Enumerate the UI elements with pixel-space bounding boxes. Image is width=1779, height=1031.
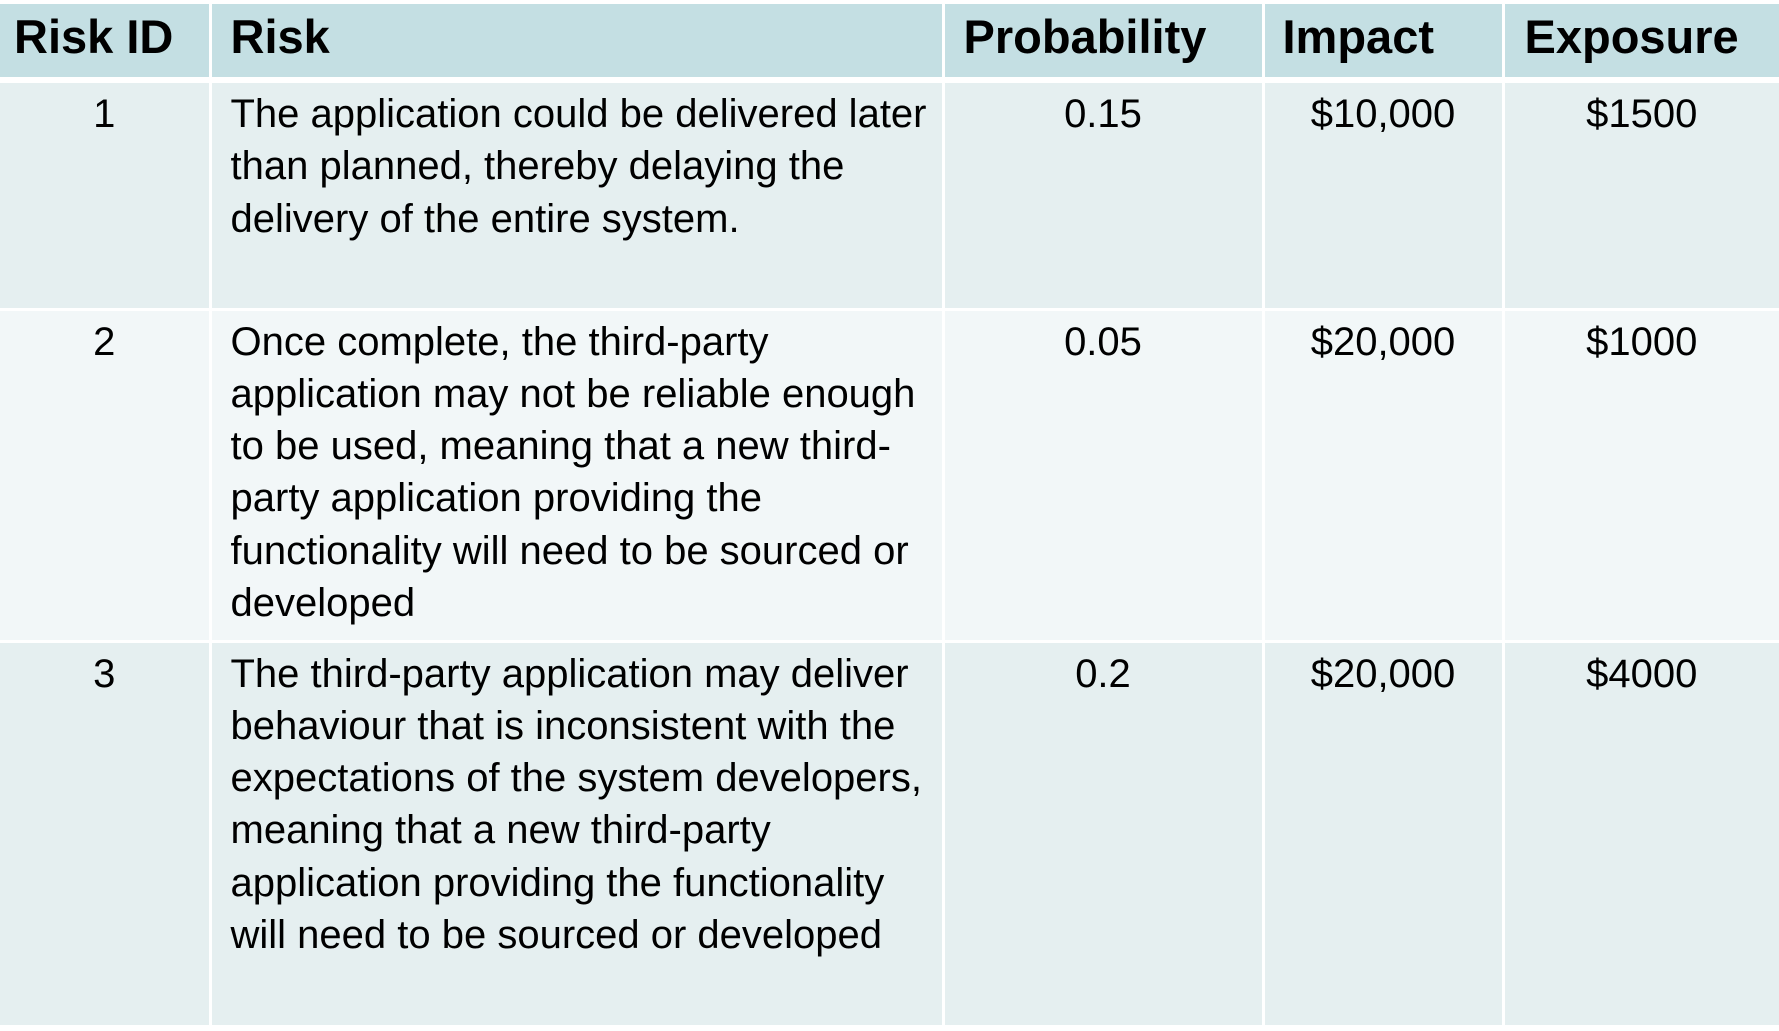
header-risk-id: Risk ID	[0, 4, 212, 83]
risk-description-text: Once complete, the third-party applicati…	[230, 319, 916, 625]
risk-description-text: The application could be delivered later…	[230, 92, 927, 241]
table-row: 3 The third-party application may delive…	[0, 641, 1779, 1028]
cell-risk-id: 2	[0, 309, 212, 643]
cell-exposure: $1000	[1503, 309, 1779, 643]
header-row: Risk ID Risk Probability Impact Exposure	[0, 4, 1779, 83]
table-row: 2 Once complete, the third-party applica…	[0, 309, 1779, 643]
cell-probability: 0.05	[943, 309, 1265, 643]
cell-risk-id: 1	[0, 80, 212, 311]
table-header: Risk ID Risk Probability Impact Exposure	[0, 4, 1779, 83]
risk-table-container: Risk ID Risk Probability Impact Exposure…	[0, 4, 1779, 1028]
header-impact: Impact	[1263, 4, 1505, 83]
cell-probability: 0.2	[943, 641, 1265, 1028]
cell-risk-description: The application could be delivered later…	[210, 80, 945, 311]
cell-exposure: $4000	[1503, 641, 1779, 1028]
cell-risk-id: 3	[0, 641, 212, 1028]
cell-impact: $20,000	[1263, 641, 1505, 1028]
cell-exposure: $1500	[1503, 80, 1779, 311]
header-exposure: Exposure	[1503, 4, 1779, 83]
table-row: 1 The application could be delivered lat…	[0, 80, 1779, 311]
header-risk: Risk	[210, 4, 945, 83]
risk-table: Risk ID Risk Probability Impact Exposure…	[0, 4, 1779, 1028]
header-probability: Probability	[943, 4, 1265, 83]
cell-risk-description: The third-party application may deliver …	[210, 641, 945, 1028]
cell-risk-description: Once complete, the third-party applicati…	[210, 309, 945, 643]
cell-impact: $10,000	[1263, 80, 1505, 311]
cell-impact: $20,000	[1263, 309, 1505, 643]
table-body: 1 The application could be delivered lat…	[0, 80, 1779, 1028]
risk-description-text: The third-party application may deliver …	[230, 651, 922, 957]
cell-probability: 0.15	[943, 80, 1265, 311]
